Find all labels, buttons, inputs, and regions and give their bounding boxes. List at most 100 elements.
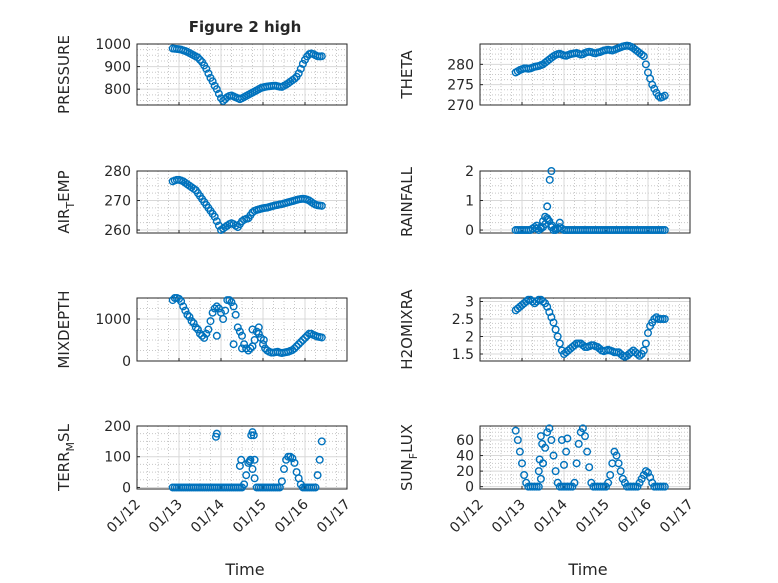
axes-frame-mixdepth xyxy=(136,297,348,362)
data-point xyxy=(644,329,653,338)
data-point xyxy=(311,483,320,492)
axes-frame-pressure xyxy=(136,43,348,106)
data-point xyxy=(572,459,581,468)
y-axis-label-sun-flux: SUNFLUX xyxy=(398,424,420,491)
x-tick-label: 01/14 xyxy=(531,496,571,536)
data-point xyxy=(250,455,259,464)
data-point xyxy=(650,84,659,93)
y-tick-label: 2.5 xyxy=(452,312,474,328)
data-point xyxy=(221,306,230,315)
data-point xyxy=(614,459,623,468)
data-point xyxy=(551,467,560,476)
data-point xyxy=(539,297,548,306)
data-point xyxy=(233,323,242,332)
data-point xyxy=(212,217,221,226)
data-point xyxy=(191,323,200,332)
y-tick-label: 275 xyxy=(447,78,474,94)
x-tick-label: 01/17 xyxy=(657,497,697,537)
data-point xyxy=(602,482,611,491)
data-point xyxy=(183,310,192,319)
data-point xyxy=(513,436,522,445)
y-tick-label: 0 xyxy=(122,480,131,496)
y-tick-label: 2 xyxy=(465,164,474,180)
y-tick-label: 280 xyxy=(104,164,131,180)
data-point xyxy=(193,325,202,334)
data-point xyxy=(660,315,669,324)
y-tick-label: 2 xyxy=(465,330,474,346)
data-point xyxy=(193,53,202,62)
y-tick-label: 100 xyxy=(104,450,131,466)
data-point xyxy=(549,318,558,327)
data-point xyxy=(240,480,249,489)
x-tick-label: 01/16 xyxy=(615,496,655,536)
y-tick-label: 260 xyxy=(104,223,131,239)
data-point xyxy=(280,465,289,474)
data-point xyxy=(633,350,642,359)
data-point xyxy=(212,85,221,94)
data-point xyxy=(204,69,213,78)
axes-frame-terr-msl xyxy=(136,425,348,490)
x-tick-label: 01/13 xyxy=(146,497,186,537)
data-point xyxy=(635,478,644,487)
data-point xyxy=(210,304,219,313)
data-point xyxy=(212,331,221,340)
y-tick-label: 1.5 xyxy=(452,347,474,363)
data-point xyxy=(543,202,552,211)
data-point xyxy=(298,336,307,345)
y-tick-label: 1 xyxy=(465,194,474,210)
subplot-theta: 270 275 280 THETA xyxy=(398,41,691,114)
data-point xyxy=(536,432,545,441)
x-tick-label: 01/16 xyxy=(272,496,312,536)
y-tick-label: 60 xyxy=(456,433,474,449)
figure-title: Figure 2 high xyxy=(189,18,302,36)
data-point xyxy=(298,59,307,68)
data-point xyxy=(585,463,594,472)
data-point xyxy=(240,340,249,349)
data-point xyxy=(187,317,196,326)
data-point xyxy=(202,329,211,338)
data-point xyxy=(202,64,211,73)
data-point xyxy=(660,91,669,100)
data-point xyxy=(511,426,520,435)
data-point xyxy=(301,333,310,342)
y-tick-label: 20 xyxy=(456,464,474,480)
y-tick-label: 800 xyxy=(104,82,131,98)
data-point xyxy=(317,201,326,210)
data-point xyxy=(252,327,261,336)
data-point xyxy=(612,451,621,460)
data-point xyxy=(214,89,223,98)
data-point xyxy=(644,468,653,477)
data-point xyxy=(616,467,625,476)
data-point xyxy=(198,331,207,340)
data-point xyxy=(633,482,642,491)
data-point xyxy=(179,302,188,311)
y-axis-label-theta: THETA xyxy=(398,50,416,100)
data-point xyxy=(290,344,299,353)
data-point xyxy=(235,327,244,336)
data-point xyxy=(242,471,251,480)
data-point xyxy=(225,296,234,305)
data-point xyxy=(641,60,650,69)
subplot-mixdepth: 0 1000 MIXDEPTH xyxy=(55,290,348,370)
data-point xyxy=(229,302,238,311)
data-point xyxy=(294,340,303,349)
subplot-air-temp: 260 270 280 AIRTEMP xyxy=(55,164,348,239)
y-axis-label-pressure: PRESSURE xyxy=(55,35,73,114)
data-point xyxy=(219,315,228,324)
data-point xyxy=(210,212,219,221)
data-point xyxy=(249,431,258,440)
data-point xyxy=(639,346,648,355)
data-point xyxy=(515,447,524,456)
subplot-rainfall: 0 1 2 RAINFALL xyxy=(398,164,691,239)
data-point xyxy=(296,64,305,73)
data-point xyxy=(296,338,305,347)
data-point xyxy=(277,477,286,486)
data-point xyxy=(518,459,527,468)
y-axis-label-mixdepth: MIXDEPTH xyxy=(55,290,73,368)
data-point xyxy=(604,478,613,487)
data-point xyxy=(555,223,564,232)
data-point xyxy=(317,52,326,61)
y-tick-label: 0 xyxy=(122,354,131,370)
